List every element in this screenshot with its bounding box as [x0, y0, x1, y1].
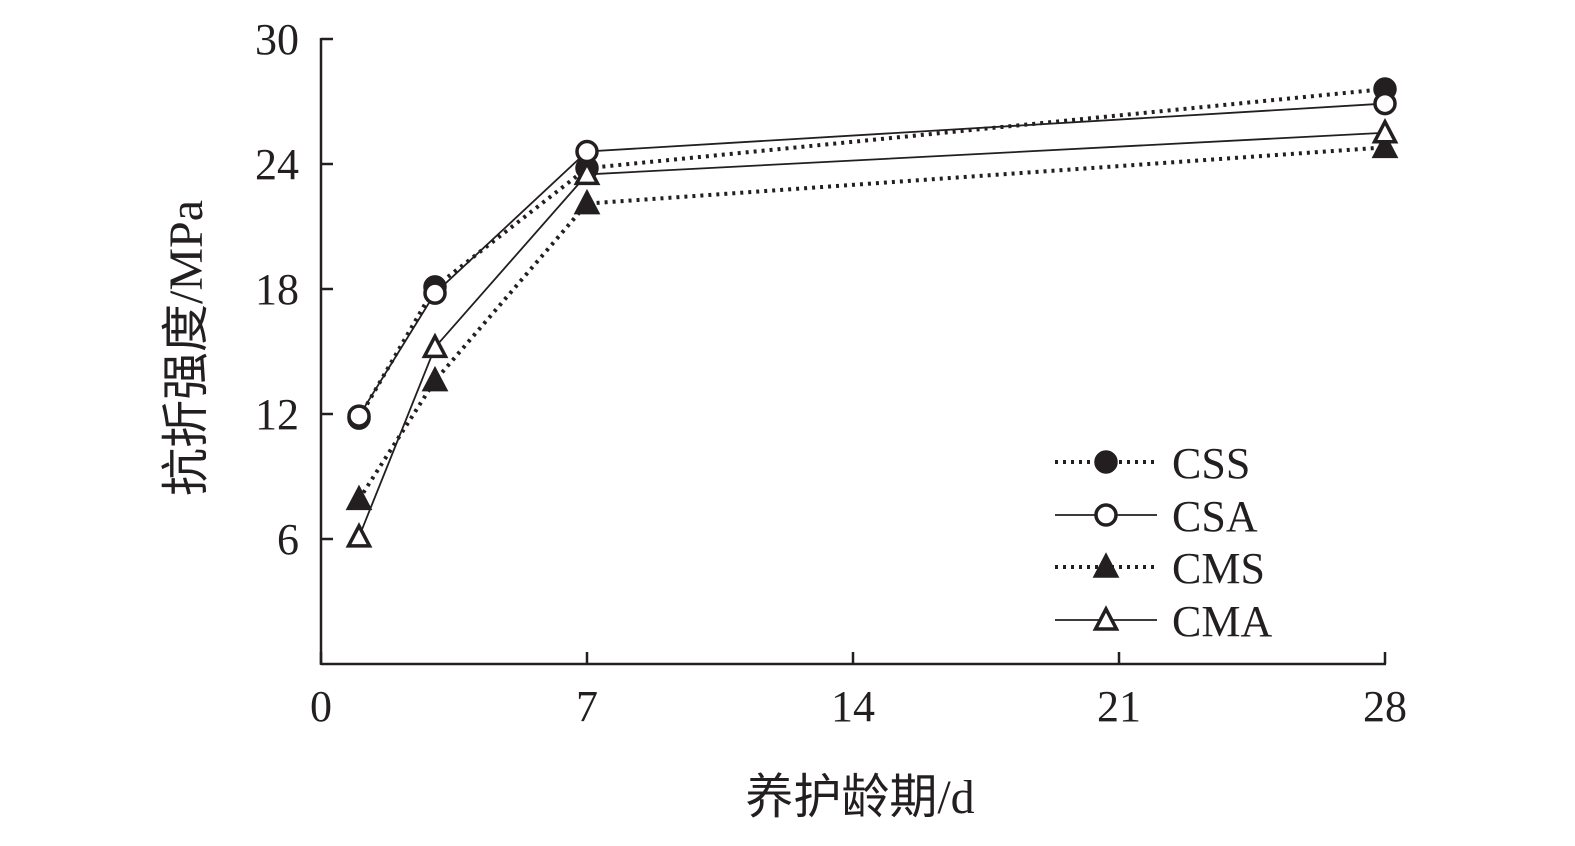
legend-marker-cma — [1092, 605, 1120, 631]
y-tick-label: 18 — [255, 265, 299, 314]
y-tick-label: 24 — [255, 140, 299, 189]
data-point-cma — [345, 522, 373, 548]
legend-marker-css — [1094, 450, 1118, 474]
data-point-cma — [1371, 117, 1399, 144]
data-point-cms — [345, 484, 373, 511]
series-cms — [345, 132, 1399, 511]
legend-item-cms: CMS — [1055, 544, 1265, 593]
series-css — [347, 77, 1397, 430]
data-point-cma — [573, 159, 601, 186]
y-tick-label: 30 — [255, 15, 299, 64]
data-point-cms — [421, 365, 449, 392]
legend-label-cms: CMS — [1172, 544, 1265, 593]
data-point-cms — [1371, 132, 1399, 159]
x-tick-label: 21 — [1097, 682, 1141, 731]
series-csa — [347, 91, 1397, 428]
legend-label-csa: CSA — [1172, 492, 1258, 541]
series-cms-line — [357, 145, 1386, 501]
series-layer — [345, 77, 1399, 548]
x-tick-label: 28 — [1363, 682, 1407, 731]
x-tick-label: 0 — [310, 682, 332, 731]
axes: 0 7 14 21 28 6 12 18 24 30 — [255, 15, 1407, 731]
data-point-csa — [347, 404, 371, 428]
data-point-csa — [1373, 91, 1397, 116]
legend-label-css: CSS — [1172, 439, 1250, 488]
legend-item-css: CSS — [1055, 439, 1250, 488]
data-point-csa — [575, 139, 599, 164]
legend-item-cma: CMA — [1055, 597, 1272, 646]
x-axis-title: 养护龄期/d — [745, 771, 974, 824]
legend-marker-cms — [1092, 552, 1120, 578]
series-cma-line — [358, 131, 1386, 538]
legend-marker-csa — [1094, 503, 1118, 527]
series-cma — [345, 117, 1399, 548]
legend-label-cma: CMA — [1172, 597, 1272, 646]
legend-item-csa: CSA — [1055, 492, 1258, 541]
series-csa-line — [358, 102, 1386, 417]
y-tick-label: 6 — [277, 515, 299, 564]
x-tick-label: 7 — [576, 682, 598, 731]
data-point-cma — [421, 332, 449, 359]
series-css-line — [357, 87, 1386, 420]
data-point-cms — [573, 188, 601, 215]
data-point-csa — [423, 281, 447, 305]
y-tick-label: 12 — [255, 390, 299, 439]
y-axis-title: 抗折强度/MPa — [160, 200, 213, 496]
x-tick-label: 14 — [831, 682, 875, 731]
